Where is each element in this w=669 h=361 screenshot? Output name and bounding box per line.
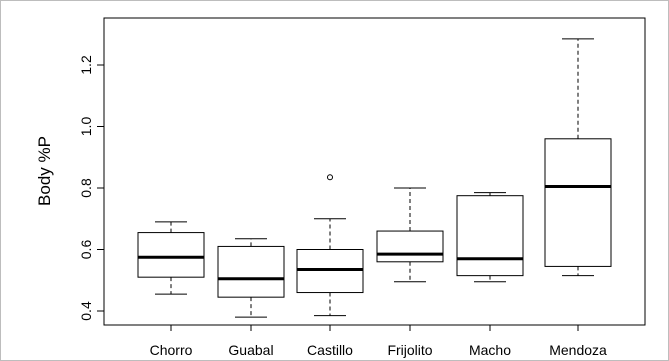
x-tick-label: Chorro — [150, 342, 193, 358]
box-mendoza — [544, 38, 612, 277]
box-macho — [456, 192, 524, 283]
y-tick-label: 0.6 — [78, 240, 94, 260]
x-axis: Chorro Guabal Castillo Frijolito Macho Mendoz… — [150, 325, 607, 358]
x-tick-label: Frijolito — [387, 342, 432, 358]
y-tick-label: 1.0 — [78, 117, 94, 137]
box-castillo — [296, 174, 364, 317]
iqr-box — [296, 249, 364, 294]
y-tick-label: 1.2 — [78, 55, 94, 75]
y-tick-label: 0.8 — [78, 178, 94, 198]
iqr-box — [137, 232, 205, 278]
y-tick-label: 0.4 — [78, 301, 94, 321]
x-tick-label: Macho — [469, 342, 511, 358]
box-guabal — [217, 238, 285, 318]
x-tick-label: Mendoza — [549, 342, 607, 358]
y-axis: 0.4 0.6 0.8 1.0 1.2 — [78, 55, 104, 321]
boxes-group — [137, 38, 612, 318]
y-axis-title: Body %P — [35, 136, 54, 206]
x-tick-label: Guabal — [228, 342, 273, 358]
iqr-box — [544, 138, 612, 267]
x-tick-label: Castillo — [307, 342, 353, 358]
box-chorro — [137, 221, 205, 295]
box-frijolito — [376, 187, 444, 283]
plot-border — [103, 17, 646, 326]
iqr-box — [376, 230, 444, 263]
iqr-box — [217, 245, 285, 298]
outlier-point — [327, 174, 333, 181]
iqr-box — [456, 195, 524, 277]
